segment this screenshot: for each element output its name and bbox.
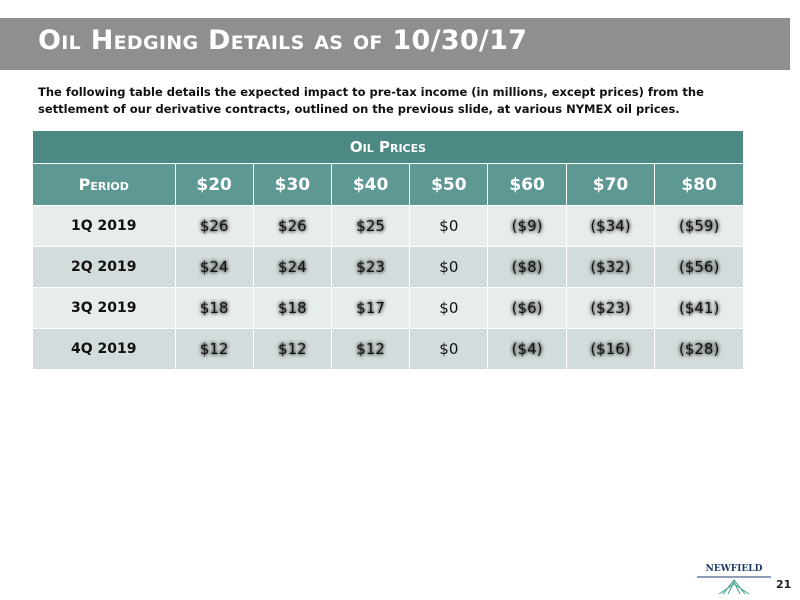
- group-row: Oil Prices: [32, 130, 744, 164]
- column-header: $30: [252, 163, 332, 206]
- column-header: Period: [32, 163, 176, 206]
- value-cell: ($16): [565, 328, 656, 370]
- value-cell: $24: [252, 246, 332, 288]
- title-bar: Oil Hedging Details as of 10/30/17: [0, 18, 790, 70]
- group-header: Oil Prices: [32, 130, 744, 164]
- value-cell: $18: [174, 287, 254, 329]
- value-cell: ($28): [654, 328, 744, 370]
- value-cell: $24: [174, 246, 254, 288]
- table-row: 1Q 2019 $26 $26 $25 $0 ($9) ($34) ($59): [32, 205, 744, 247]
- value-cell: $17: [330, 287, 411, 329]
- value-cell: ($4): [487, 328, 567, 370]
- value-cell: $25: [330, 205, 411, 247]
- column-header: $40: [330, 163, 411, 206]
- table-row: 2Q 2019 $24 $24 $23 $0 ($8) ($32) ($56): [32, 246, 744, 288]
- column-header: $60: [487, 163, 567, 206]
- column-header: $70: [565, 163, 656, 206]
- logo-rays: [718, 580, 750, 595]
- value-cell: $0: [409, 328, 489, 370]
- value-cell: ($23): [565, 287, 656, 329]
- value-cell: ($8): [487, 246, 567, 288]
- value-cell: ($32): [565, 246, 656, 288]
- value-cell: $26: [174, 205, 254, 247]
- table-row: 4Q 2019 $12 $12 $12 $0 ($4) ($16) ($28): [32, 328, 744, 370]
- period-cell: 4Q 2019: [32, 328, 176, 370]
- period-cell: 3Q 2019: [32, 287, 176, 329]
- table-body: 1Q 2019 $26 $26 $25 $0 ($9) ($34) ($59) 2Q 2019 $…: [32, 205, 744, 370]
- column-header: $50: [409, 163, 489, 206]
- period-cell: 2Q 2019: [32, 246, 176, 288]
- value-cell: $12: [330, 328, 411, 370]
- value-cell: ($56): [654, 246, 744, 288]
- column-header: $80: [654, 163, 744, 206]
- period-cell: 1Q 2019: [32, 205, 176, 247]
- value-cell: ($9): [487, 205, 567, 247]
- value-cell: ($59): [654, 205, 744, 247]
- logo-text: NEWFIELD: [705, 564, 763, 574]
- column-row: Period $20 $30 $40 $50 $60 $70 $80: [32, 163, 744, 206]
- intro-text: The following table details the expected…: [38, 85, 704, 116]
- value-cell: $18: [252, 287, 332, 329]
- hedging-table: Oil Prices Period $20 $30 $40 $50 $60 $70 $80 1…: [32, 130, 744, 370]
- value-cell: ($34): [565, 205, 656, 247]
- table-head: Oil Prices Period $20 $30 $40 $50 $60 $70 $80: [32, 130, 744, 206]
- value-cell: $0: [409, 205, 489, 247]
- value-cell: $12: [174, 328, 254, 370]
- logo-graphic: [697, 576, 771, 595]
- value-cell: ($6): [487, 287, 567, 329]
- value-cell: $26: [252, 205, 332, 247]
- page-number: 21: [776, 578, 792, 591]
- value-cell: ($41): [654, 287, 744, 329]
- column-header: $20: [174, 163, 254, 206]
- value-cell: $0: [409, 287, 489, 329]
- value-cell: $0: [409, 246, 489, 288]
- table-row: 3Q 2019 $18 $18 $17 $0 ($6) ($23) ($41): [32, 287, 744, 329]
- logo: NEWFIELD: [695, 560, 773, 596]
- value-cell: $23: [330, 246, 411, 288]
- value-cell: $12: [252, 328, 332, 370]
- slide-title: Oil Hedging Details as of 10/30/17: [38, 25, 528, 56]
